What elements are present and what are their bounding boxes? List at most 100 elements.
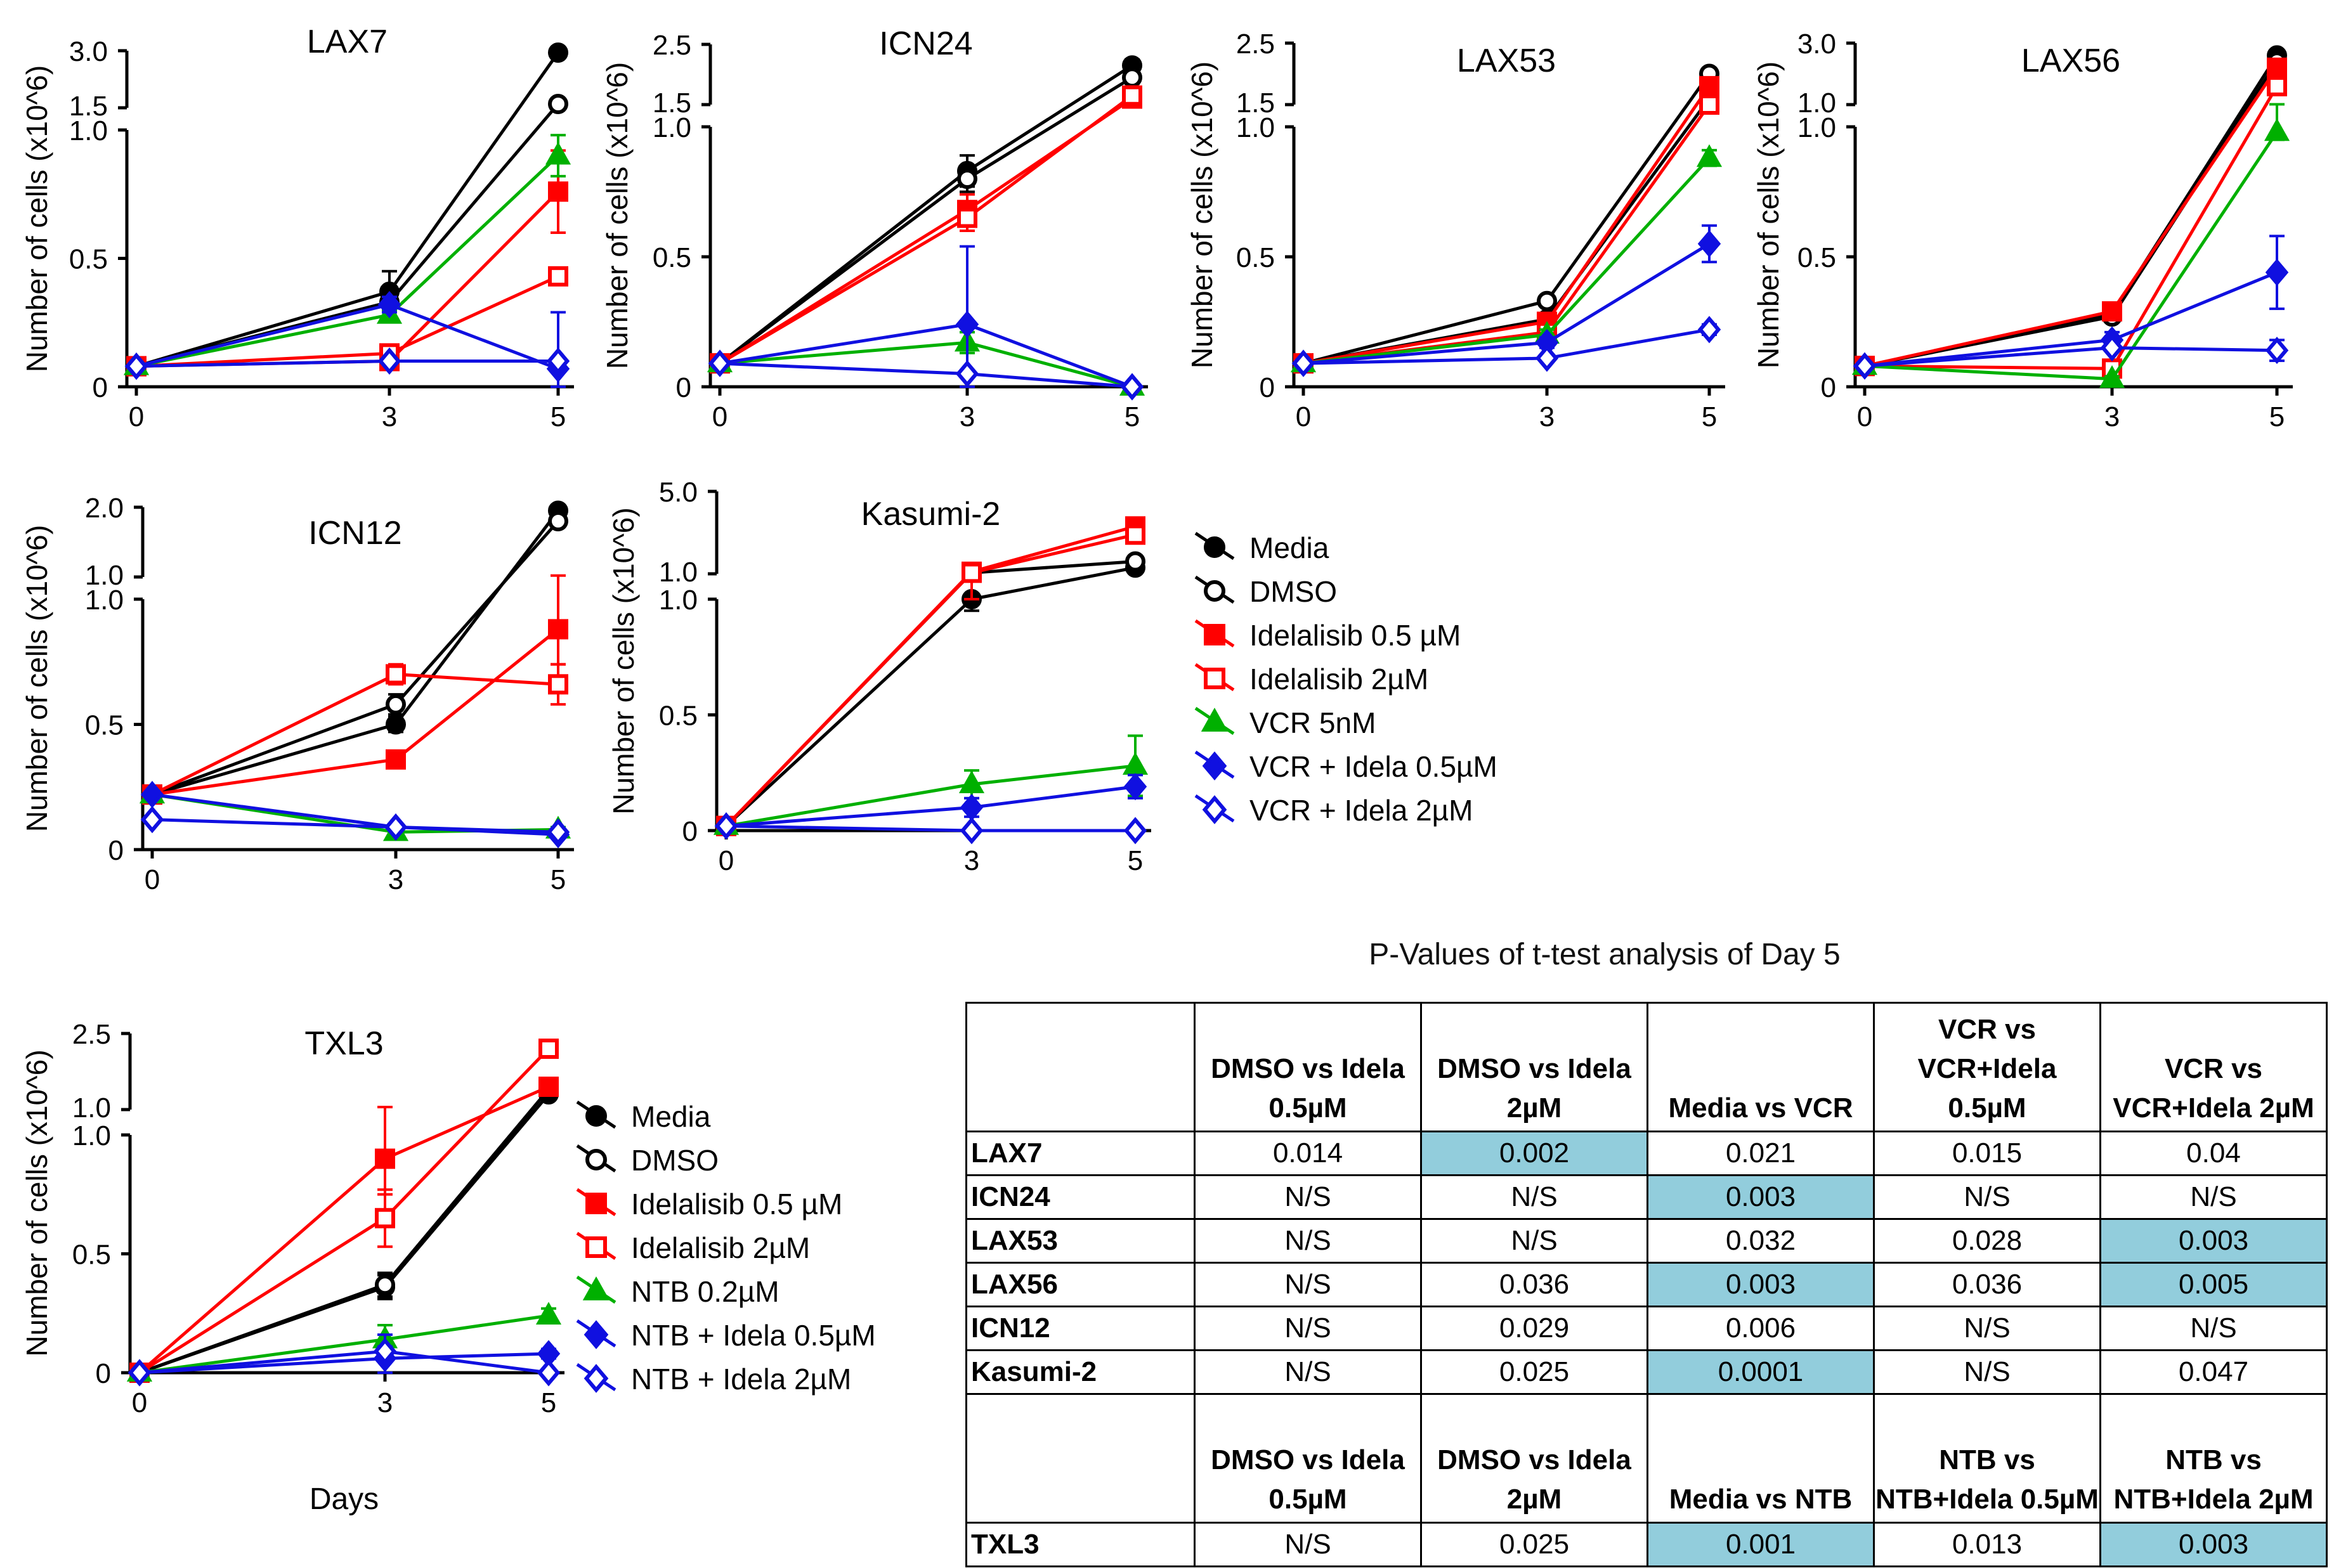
data-point [958, 770, 985, 794]
series-line [136, 190, 559, 368]
data-point [1125, 524, 1145, 545]
data-point [546, 347, 570, 375]
y-tick-label: 0 [1821, 372, 1836, 403]
y-tick-label: 2.5 [653, 30, 691, 61]
chart-title: ICN12 [308, 515, 401, 552]
legend-marker [584, 1320, 609, 1349]
data-point [375, 1148, 395, 1169]
y-tick-label: 0.5 [659, 701, 698, 732]
pvalue-cell: 0.047 [2099, 1349, 2328, 1395]
table-row: Kasumi-2 N/S 0.025 0.0001 N/S 0.047 [965, 1349, 2328, 1395]
y-tick-label: 0.5 [72, 1240, 111, 1271]
chart-title: LAX56 [2021, 42, 2120, 79]
data-point [957, 169, 977, 189]
legend-label: NTB + Idela 0.5µM [631, 1319, 876, 1352]
y-tick-label: 2.0 [85, 493, 124, 524]
legend-vcr: Media DMSO Idelalisib 0.5 µM Idelalisib 2µM… [1194, 531, 1497, 827]
data-point [1699, 75, 1719, 96]
data-point [1853, 352, 1877, 380]
data-point [386, 664, 406, 685]
series-line [138, 1085, 550, 1374]
table-header-cell: VCR vs VCR+Idela 0.5µM [1873, 1002, 2101, 1132]
data-point [1535, 344, 1559, 372]
series-line [725, 524, 1136, 827]
row-label: Kasumi-2 [965, 1349, 1196, 1395]
y-tick-label: 1.0 [72, 1092, 111, 1124]
y-axis-label: Number of cells (x10^6) [601, 62, 634, 369]
pvalue-cell: 0.036 [1420, 1262, 1648, 1307]
series-6 [124, 347, 570, 380]
series-1 [126, 94, 568, 377]
series-4 [713, 734, 1149, 835]
x-tick-label: 0 [132, 1387, 147, 1418]
pvalue-cell: 0.025 [1420, 1522, 1648, 1567]
series-line [152, 509, 559, 796]
y-axis-label: Number of cells (x10^6) [20, 1049, 53, 1356]
data-point [1122, 85, 1142, 106]
legend-marker [1202, 751, 1227, 781]
table-header-cell: Media vs VCR [1647, 1002, 1875, 1132]
data-point [127, 1359, 152, 1387]
pvalue-cell: N/S [1194, 1306, 1422, 1351]
series-line [1303, 103, 1711, 365]
pvalue-cell: 0.005 [2099, 1262, 2328, 1307]
y-axis-label: Number of cells (x10^6) [20, 65, 53, 372]
pvalue-cell: 0.006 [1647, 1306, 1875, 1351]
x-tick-label: 3 [964, 845, 979, 876]
series-0 [710, 55, 1142, 374]
pvalue-cell: 0.0001 [1647, 1349, 1875, 1395]
chart-title: Kasumi-2 [861, 496, 1001, 533]
pvalue-cell: N/S [2099, 1306, 2328, 1351]
pvalue-cell: 0.015 [1873, 1131, 2101, 1176]
chart-kasumi-2: Kasumi-2 0 0.5 1.01.0 5.0 Number of cells (x1… [607, 477, 1151, 876]
x-tick-label: 3 [377, 1387, 393, 1418]
data-point [545, 141, 571, 165]
series-2 [129, 1077, 559, 1383]
data-point [537, 1359, 561, 1387]
legend-label: Idelalisib 0.5 µM [631, 1188, 842, 1221]
data-point [124, 353, 148, 380]
pvalue-cell: 0.013 [1873, 1522, 2101, 1567]
data-point [548, 42, 568, 63]
data-point [377, 347, 401, 375]
pvalue-cell: N/S [1873, 1306, 2101, 1351]
series-5 [124, 290, 570, 388]
series-line [1864, 346, 2278, 368]
chart-lax53: LAX53 0 0.5 1.01.5 2.5 Number of cells (x10^6… [1185, 29, 1725, 432]
chart-icn12: ICN12 0 0.5 1.01.0 2.0 Number of cells (x10^6… [20, 493, 574, 895]
data-point [1123, 817, 1147, 845]
pvalue-cell: 0.003 [1647, 1174, 1875, 1220]
chart-lax7: LAX7 0 0.5 1.01.5 3.0 Number of cells (x10^6)… [20, 23, 574, 432]
legend-ntb: Media DMSO Idelalisib 0.5 µM Idelalisib 2µM… [576, 1100, 876, 1396]
series-3 [129, 1039, 559, 1383]
y-tick-label: 1.0 [659, 557, 698, 588]
pvalue-cell: 0.036 [1873, 1262, 2101, 1307]
data-point [386, 694, 406, 715]
data-point [375, 1208, 395, 1229]
y-tick-label: 0.5 [85, 710, 124, 741]
table-header-cell: DMSO vs Idela 0.5µM [1194, 1393, 1422, 1524]
y-tick-label: 2.5 [72, 1019, 111, 1050]
y-tick-label: 3.0 [69, 36, 108, 67]
series-6 [127, 1337, 561, 1387]
pvalue-cell: 0.028 [1873, 1218, 2101, 1264]
series-line [719, 361, 1133, 389]
data-point [546, 818, 570, 846]
row-label: LAX56 [965, 1262, 1196, 1307]
data-point [1122, 752, 1149, 775]
y-tick-label: 5.0 [659, 477, 698, 508]
legend-label: DMSO [631, 1144, 719, 1177]
legend-marker [582, 1276, 610, 1300]
series-line [139, 1093, 550, 1375]
y-axis-label: Number of cells (x10^6) [20, 525, 53, 832]
x-tick-label: 3 [388, 864, 403, 895]
data-point [1123, 773, 1147, 801]
chart-txl3: TXL3 0 0.5 1.01.0 2.5 Number of cells (x10^6)… [20, 1019, 564, 1516]
series-6 [714, 812, 1147, 845]
series-5 [127, 1333, 561, 1387]
chart-icn24: ICN24 0 0.5 1.01.5 2.5 Number of cells (x10^6… [601, 25, 1148, 432]
series-3 [710, 85, 1142, 374]
y-tick-label: 1.0 [85, 560, 124, 591]
series-line [1303, 97, 1711, 365]
